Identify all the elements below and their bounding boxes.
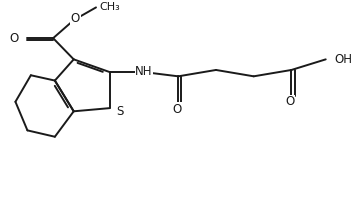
Text: O: O [285,95,294,108]
Text: OH: OH [334,53,352,66]
Text: O: O [172,103,181,116]
Text: CH₃: CH₃ [99,2,120,13]
Text: S: S [116,105,124,119]
Text: O: O [71,11,80,25]
Text: O: O [10,32,19,45]
Text: NH: NH [135,64,153,78]
